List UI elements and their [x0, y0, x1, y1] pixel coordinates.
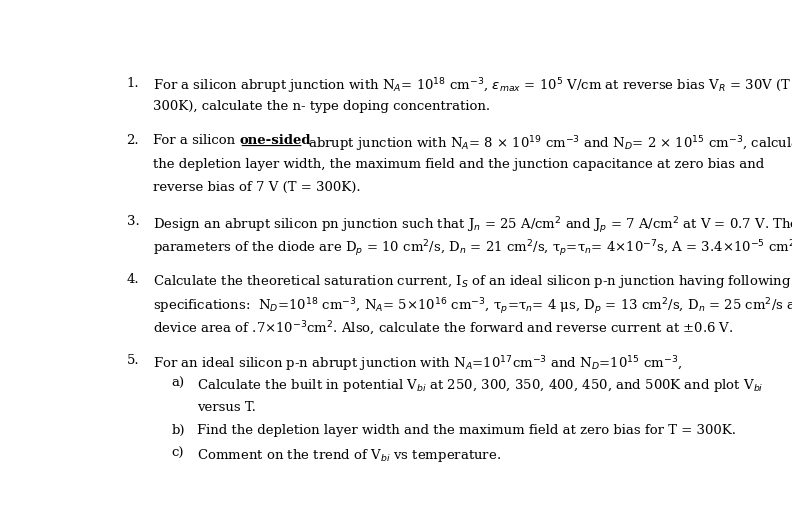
Text: c): c): [171, 447, 184, 460]
Text: abrupt junction with N$_A$= 8 × 10$^{19}$ cm$^{-3}$ and N$_D$= 2 × 10$^{15}$ cm$: abrupt junction with N$_A$= 8 × 10$^{19}…: [304, 134, 792, 154]
Text: 300K), calculate the n- type doping concentration.: 300K), calculate the n- type doping conc…: [153, 100, 490, 113]
Text: 3.: 3.: [127, 215, 139, 228]
Text: Calculate the built in potential V$_{bi}$ at 250, 300, 350, 400, 450, and 500K a: Calculate the built in potential V$_{bi}…: [197, 377, 763, 394]
Text: reverse bias of 7 V (T = 300K).: reverse bias of 7 V (T = 300K).: [153, 181, 360, 194]
Text: parameters of the diode are D$_p$ = 10 cm$^2$/s, D$_n$ = 21 cm$^2$/s, τ$_p$=τ$_n: parameters of the diode are D$_p$ = 10 c…: [153, 239, 792, 259]
Text: 2.: 2.: [127, 134, 139, 147]
Text: one-sided: one-sided: [239, 134, 311, 147]
Text: Design an abrupt silicon pn junction such that J$_n$ = 25 A/cm$^2$ and J$_p$ = 7: Design an abrupt silicon pn junction suc…: [153, 215, 792, 236]
Text: Find the depletion layer width and the maximum field at zero bias for T = 300K.: Find the depletion layer width and the m…: [197, 424, 737, 437]
Text: Comment on the trend of V$_{bi}$ vs temperature.: Comment on the trend of V$_{bi}$ vs temp…: [197, 447, 501, 464]
Text: Calculate the theoretical saturation current, I$_S$ of an ideal silicon p-n junc: Calculate the theoretical saturation cur…: [153, 273, 791, 290]
Text: specifications:  N$_D$=10$^{18}$ cm$^{-3}$, N$_A$= 5×10$^{16}$ cm$^{-3}$, τ$_p$=: specifications: N$_D$=10$^{18}$ cm$^{-3}…: [153, 296, 792, 317]
Text: For a silicon: For a silicon: [153, 134, 239, 147]
Text: 4.: 4.: [127, 273, 139, 286]
Text: versus T.: versus T.: [197, 401, 256, 414]
Text: For a silicon abrupt junction with N$_A$= 10$^{18}$ cm$^{-3}$, $\varepsilon_{max: For a silicon abrupt junction with N$_A$…: [153, 77, 792, 96]
Text: b): b): [171, 424, 185, 437]
Text: the depletion layer width, the maximum field and the junction capacitance at zer: the depletion layer width, the maximum f…: [153, 157, 764, 170]
Text: 5.: 5.: [127, 354, 139, 367]
Text: a): a): [171, 377, 185, 390]
Text: device area of .7×10$^{-3}$cm$^2$. Also, calculate the forward and reverse curre: device area of .7×10$^{-3}$cm$^2$. Also,…: [153, 320, 733, 338]
Text: 1.: 1.: [127, 77, 139, 90]
Text: For an ideal silicon p-n abrupt junction with N$_A$=10$^{17}$cm$^{-3}$ and N$_D$: For an ideal silicon p-n abrupt junction…: [153, 354, 682, 374]
